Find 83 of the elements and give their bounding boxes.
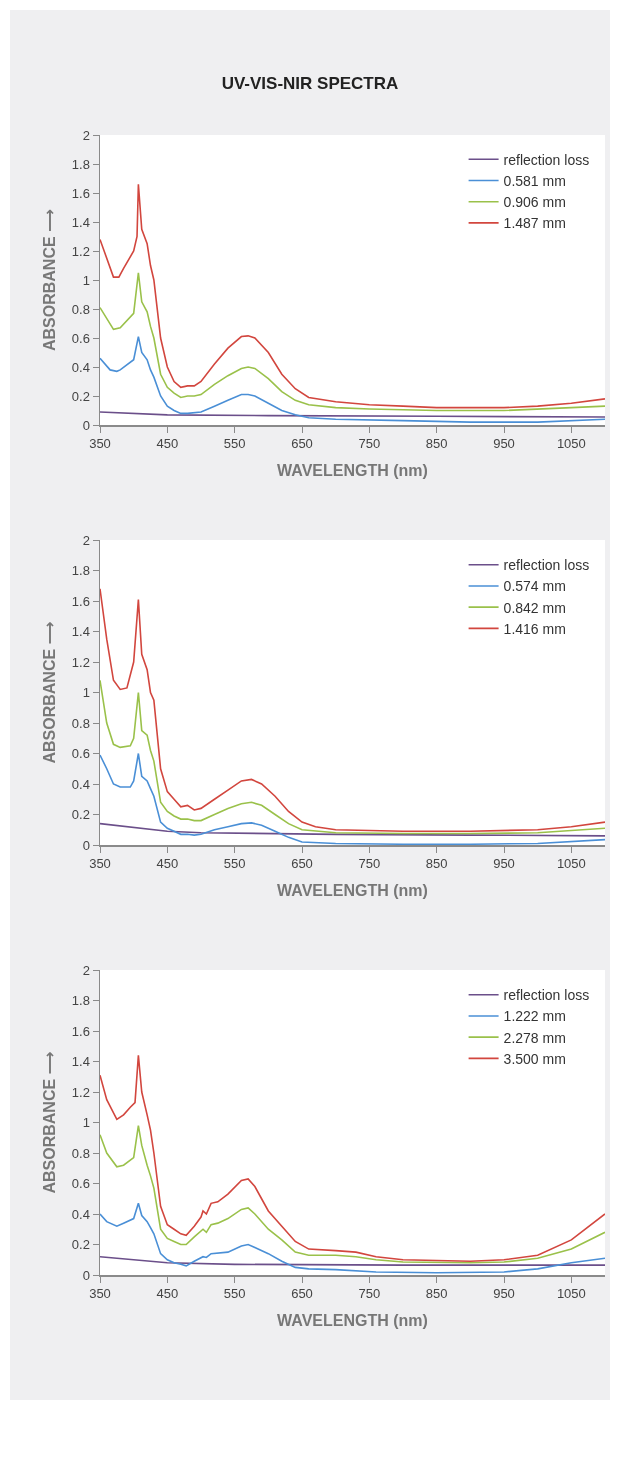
x-axis-title: WAVELENGTH (nm) [277, 881, 428, 899]
x-tick-label: 350 [89, 1286, 111, 1302]
y-tick-label: 1.8 [71, 563, 90, 579]
legend-label: 0.842 mm [503, 599, 566, 616]
y-tick-label: 0 [82, 1267, 90, 1283]
y-tick-label: 0.2 [71, 388, 90, 404]
x-tick-label: 650 [291, 1286, 313, 1302]
x-tick-label: 850 [425, 1286, 448, 1302]
legend-label: 0.906 mm [503, 194, 566, 211]
y-tick-label: 0.6 [71, 1176, 90, 1192]
y-tick-label: 0.6 [71, 330, 90, 346]
x-tick-label: 550 [223, 1286, 246, 1302]
legend-label: 2.278 mm [503, 1029, 566, 1046]
y-tick-label: 1.4 [71, 1054, 90, 1070]
line-series [100, 335, 605, 423]
chart-title: UV-VIS-NIR SPECTRA [221, 73, 399, 93]
legend-label: 1.416 mm [503, 620, 566, 637]
legend-label: 0.574 mm [503, 578, 566, 595]
y-tick-label: 1.8 [71, 993, 90, 1009]
legend-label: reflection loss [503, 557, 590, 574]
x-tick-label: 950 [493, 856, 515, 872]
legend-label: reflection loss [503, 987, 590, 1004]
x-tick-label: 650 [291, 436, 313, 452]
legend-label: 1.487 mm [503, 215, 566, 232]
y-tick-label: 1.8 [71, 156, 90, 172]
x-tick-label: 850 [425, 436, 448, 452]
line-series [100, 271, 605, 412]
y-tick-label: 1 [82, 685, 90, 701]
y-tick-label: 0.4 [71, 1206, 90, 1222]
legend-label: 0.581 mm [503, 172, 566, 189]
y-tick-label: 1 [82, 272, 90, 288]
line-series [100, 1054, 605, 1263]
line-series [100, 822, 605, 837]
legend-label: 1.222 mm [503, 1008, 566, 1025]
y-tick-label: 1.6 [71, 593, 90, 609]
y-tick-label: 2 [82, 962, 90, 978]
x-tick-label: 1050 [556, 856, 586, 872]
y-tick-label: 2 [82, 532, 90, 548]
line-series [100, 1255, 605, 1266]
y-tick-label: 1.6 [71, 1023, 90, 1039]
y-tick-label: 0 [82, 837, 90, 853]
x-tick-label: 950 [493, 436, 515, 452]
y-tick-label: 1.4 [71, 624, 90, 640]
y-axis-title: ABSORBANCE ⟶ [40, 1051, 58, 1194]
y-tick-label: 0.6 [71, 746, 90, 762]
y-tick-label: 1.2 [71, 243, 90, 259]
x-tick-label: 350 [89, 436, 111, 452]
legend-label: 3.500 mm [503, 1050, 566, 1067]
y-axis-title: ABSORBANCE ⟶ [40, 208, 58, 352]
x-tick-label: 450 [156, 1286, 179, 1302]
x-tick-label: 450 [156, 856, 179, 872]
y-tick-label: 1.2 [71, 1084, 90, 1100]
y-axis-title: ABSORBANCE ⟶ [40, 621, 58, 764]
x-tick-label: 750 [358, 856, 381, 872]
x-tick-label: 1050 [556, 1286, 586, 1302]
y-tick-label: 1.6 [71, 185, 90, 201]
y-tick-label: 0.8 [71, 301, 90, 317]
legend-label: reflection loss [503, 151, 590, 168]
line-series [100, 1124, 605, 1264]
x-axis-title: WAVELENGTH (nm) [277, 1311, 428, 1329]
y-tick-label: 2 [82, 127, 90, 143]
x-tick-label: 950 [493, 1286, 515, 1302]
y-tick-label: 0 [82, 417, 90, 433]
x-tick-label: 350 [89, 856, 111, 872]
y-tick-label: 0.8 [71, 1145, 90, 1161]
x-tick-label: 1050 [556, 436, 586, 452]
x-tick-label: 650 [291, 856, 313, 872]
y-tick-label: 1.2 [71, 654, 90, 670]
y-tick-label: 0.4 [71, 359, 90, 375]
line-series [100, 679, 605, 835]
x-tick-label: 550 [223, 436, 246, 452]
x-tick-label: 850 [425, 856, 448, 872]
y-tick-label: 0.8 [71, 715, 90, 731]
y-tick-label: 1 [82, 1115, 90, 1131]
y-tick-label: 1.4 [71, 214, 90, 230]
x-tick-label: 550 [223, 856, 246, 872]
x-tick-label: 750 [358, 436, 381, 452]
x-tick-label: 450 [156, 436, 179, 452]
y-tick-label: 0.4 [71, 776, 90, 792]
y-tick-label: 0.2 [71, 1237, 90, 1253]
x-tick-label: 750 [358, 1286, 381, 1302]
y-tick-label: 0.2 [71, 807, 90, 823]
x-axis-title: WAVELENGTH (nm) [277, 461, 428, 479]
